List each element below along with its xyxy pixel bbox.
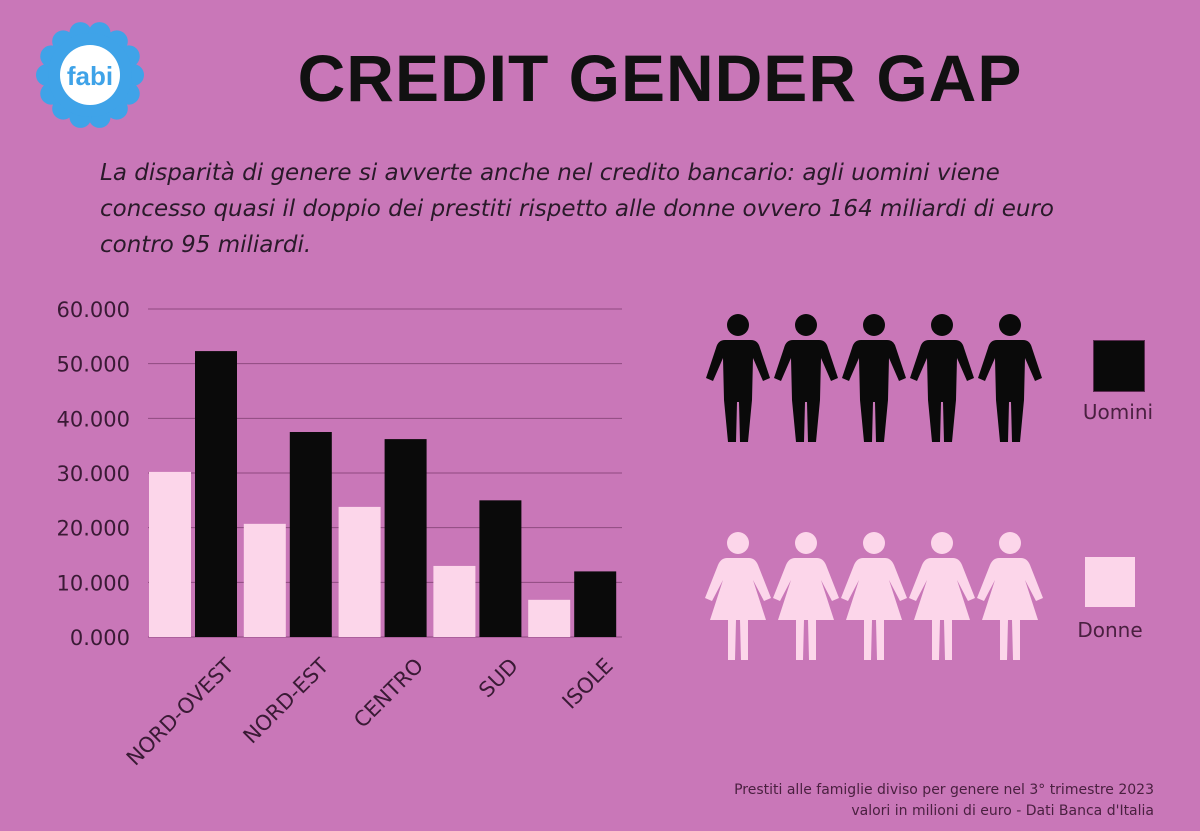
woman-icon	[841, 532, 907, 660]
x-tick-label: SUD	[474, 654, 523, 703]
logo-text: fabi	[67, 61, 113, 91]
woman-icon	[909, 532, 975, 660]
y-tick-label: 10.000	[57, 571, 130, 595]
bar-donne	[243, 523, 286, 637]
men-row	[706, 314, 1042, 442]
bar-uomini	[384, 439, 427, 637]
man-icon	[706, 314, 770, 442]
man-icon	[842, 314, 906, 442]
y-tick-label: 40.000	[57, 407, 130, 431]
page-subtitle: La disparità di genere si avverte anche …	[100, 160, 1054, 258]
bar-uomini	[479, 500, 522, 637]
bar-donne	[528, 599, 571, 637]
source-note-line1: Prestiti alle famiglie diviso per genere…	[734, 782, 1154, 798]
source-note: Prestiti alle famiglie diviso per genere…	[734, 780, 1154, 822]
source-note-line2: valori in milioni di euro - Dati Banca d…	[851, 803, 1154, 819]
x-tick-label: ISOLE	[558, 654, 618, 714]
bar-uomini	[289, 432, 332, 637]
fabi-logo: fabi	[36, 22, 144, 128]
man-icon	[910, 314, 974, 442]
y-tick-label: 20.000	[57, 517, 130, 541]
legend-donne-label: Donne	[1077, 618, 1143, 642]
x-tick-label: CENTRO	[349, 654, 428, 733]
y-tick-label: 30.000	[57, 462, 130, 486]
man-icon	[774, 314, 838, 442]
legend-uomini-label: Uomini	[1082, 400, 1154, 424]
woman-icon	[773, 532, 839, 660]
man-icon	[978, 314, 1042, 442]
legend-donne-swatch	[1085, 557, 1135, 607]
logo-center	[60, 45, 120, 105]
women-row	[705, 532, 1043, 660]
x-tick-label: NORD-EST	[239, 653, 334, 748]
y-tick-label: 60.000	[57, 298, 130, 322]
bar-donne	[433, 565, 476, 637]
bar-chart: 0.000 10.000 20.000 30.000 40.000 50.000 60.00…	[57, 298, 622, 770]
bar-uomini	[574, 571, 617, 637]
x-tick-label: NORD-OVEST	[122, 653, 239, 770]
y-tick-label: 0.000	[70, 626, 130, 650]
bar-donne	[338, 506, 381, 637]
legend-uomini-swatch	[1093, 340, 1145, 392]
page-title: CREDIT GENDER GAP	[297, 41, 1023, 115]
bar-donne	[149, 471, 191, 637]
woman-icon	[705, 532, 771, 660]
bar-uomini	[195, 351, 237, 637]
y-tick-label: 50.000	[57, 353, 130, 377]
woman-icon	[977, 532, 1043, 660]
